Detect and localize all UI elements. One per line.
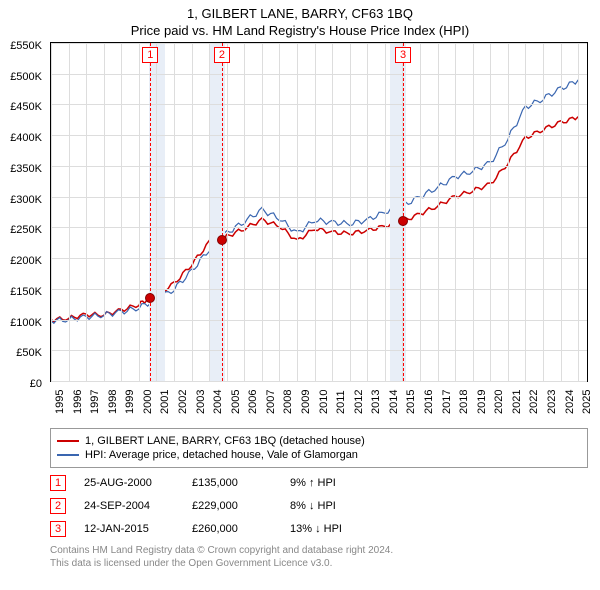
chart-marker-1: 1 — [142, 47, 158, 63]
x-tick-label: 1999 — [124, 390, 136, 414]
transaction-amount: £229,000 — [192, 500, 272, 512]
x-tick-label: 1996 — [72, 390, 84, 414]
legend-label: 1, GILBERT LANE, BARRY, CF63 1BQ (detach… — [85, 435, 365, 447]
chart-legend: 1, GILBERT LANE, BARRY, CF63 1BQ (detach… — [50, 428, 588, 468]
x-tick-label: 1998 — [107, 390, 119, 414]
y-tick-label: £300K — [10, 194, 42, 206]
transaction-amount: £260,000 — [192, 523, 272, 535]
x-axis-labels: 1995 1996 1997 1998 1999 2000 2001 2002 2003 2004… — [50, 382, 588, 422]
x-tick-label: 2008 — [282, 390, 294, 414]
chart-marker-3: 3 — [395, 47, 411, 63]
page-subtitle: Price paid vs. HM Land Registry's House … — [0, 23, 600, 38]
x-tick-label: 2010 — [318, 390, 330, 414]
x-tick-label: 2018 — [458, 390, 470, 414]
x-tick-label: 2021 — [511, 390, 523, 414]
y-tick-label: £350K — [10, 163, 42, 175]
x-tick-label: 2000 — [142, 390, 154, 414]
x-tick-label: 2011 — [335, 390, 347, 414]
y-tick-label: £550K — [10, 40, 42, 52]
x-tick-label: 2009 — [300, 390, 312, 414]
transaction-marker: 3 — [50, 521, 66, 537]
x-tick-label: 2024 — [564, 390, 576, 414]
transaction-row: 2 24-SEP-2004 £229,000 8% ↓ HPI — [50, 498, 588, 514]
page-title: 1, GILBERT LANE, BARRY, CF63 1BQ — [0, 6, 600, 21]
x-tick-label: 2023 — [546, 390, 558, 414]
y-tick-label: £50K — [16, 347, 42, 359]
transaction-date: 24-SEP-2004 — [84, 500, 174, 512]
transaction-amount: £135,000 — [192, 477, 272, 489]
y-tick-label: £150K — [10, 286, 42, 298]
x-tick-label: 2014 — [388, 390, 400, 414]
transaction-dot-1 — [145, 293, 155, 303]
chart-marker-2: 2 — [214, 47, 230, 63]
transaction-date: 12-JAN-2015 — [84, 523, 174, 535]
x-tick-label: 1995 — [54, 390, 66, 414]
transaction-row: 3 12-JAN-2015 £260,000 13% ↓ HPI — [50, 521, 588, 537]
x-tick-label: 2005 — [230, 390, 242, 414]
footer-line-2: This data is licensed under the Open Gov… — [50, 557, 588, 570]
legend-swatch — [57, 454, 79, 456]
x-tick-label: 2012 — [353, 390, 365, 414]
transaction-marker: 2 — [50, 498, 66, 514]
x-tick-label: 2016 — [423, 390, 435, 414]
y-tick-label: £100K — [10, 317, 42, 329]
transaction-row: 1 25-AUG-2000 £135,000 9% ↑ HPI — [50, 475, 588, 491]
y-tick-label: £200K — [10, 255, 42, 267]
chart-plot-area: 1 2 3 — [50, 42, 588, 382]
x-tick-label: 2020 — [493, 390, 505, 414]
x-tick-label: 2013 — [370, 390, 382, 414]
x-tick-label: 2006 — [247, 390, 259, 414]
y-tick-label: £0 — [30, 378, 42, 390]
x-tick-label: 2007 — [265, 390, 277, 414]
transaction-date: 25-AUG-2000 — [84, 477, 174, 489]
legend-item: HPI: Average price, detached house, Vale… — [57, 449, 581, 461]
y-axis-labels: £0£50K£100K£150K£200K£250K£300K£350K£400… — [0, 46, 46, 386]
transaction-hpi: 8% ↓ HPI — [290, 500, 380, 512]
transaction-hpi: 13% ↓ HPI — [290, 523, 380, 535]
x-tick-label: 2003 — [195, 390, 207, 414]
footer-line-1: Contains HM Land Registry data © Crown c… — [50, 544, 588, 557]
x-tick-label: 2002 — [177, 390, 189, 414]
x-tick-label: 2015 — [405, 390, 417, 414]
y-tick-label: £450K — [10, 101, 42, 113]
y-tick-label: £250K — [10, 224, 42, 236]
transaction-table: 1 25-AUG-2000 £135,000 9% ↑ HPI 2 24-SEP-2004… — [50, 475, 588, 537]
legend-swatch — [57, 440, 79, 442]
legend-label: HPI: Average price, detached house, Vale… — [85, 449, 358, 461]
attribution-footer: Contains HM Land Registry data © Crown c… — [50, 544, 588, 570]
x-tick-label: 2019 — [476, 390, 488, 414]
x-tick-label: 2022 — [528, 390, 540, 414]
x-tick-label: 1997 — [89, 390, 101, 414]
x-tick-label: 2004 — [212, 390, 224, 414]
transaction-marker: 1 — [50, 475, 66, 491]
chart-lines-svg — [51, 43, 587, 381]
transaction-dot-2 — [217, 235, 227, 245]
transaction-hpi: 9% ↑ HPI — [290, 477, 380, 489]
x-tick-label: 2017 — [441, 390, 453, 414]
y-tick-label: £500K — [10, 71, 42, 83]
transaction-dot-3 — [398, 216, 408, 226]
x-tick-label: 2001 — [159, 390, 171, 414]
legend-item: 1, GILBERT LANE, BARRY, CF63 1BQ (detach… — [57, 435, 581, 447]
x-tick-label: 2025 — [581, 390, 593, 414]
y-tick-label: £400K — [10, 132, 42, 144]
